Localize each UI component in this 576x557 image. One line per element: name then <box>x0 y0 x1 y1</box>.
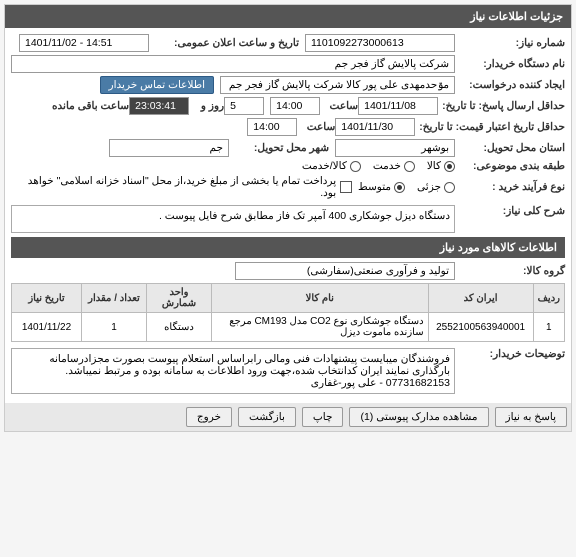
city-value: جم <box>109 139 229 157</box>
button-bar: پاسخ به نیاز مشاهده مدارک پیوستی (1) چاپ… <box>5 403 571 431</box>
th-row: ردیف <box>533 284 564 313</box>
print-button[interactable]: چاپ <box>302 407 344 427</box>
goods-type-radios: کالا خدمت کالا/خدمت <box>302 160 455 172</box>
deadline-countdown-label: ساعت باقی مانده <box>44 100 129 112</box>
cell-unit: دستگاه <box>147 313 212 342</box>
purchase-type-radios: جزئی متوسط <box>358 181 455 193</box>
city-label: شهر محل تحویل: <box>229 142 329 154</box>
validity-time: 14:00 <box>247 118 297 136</box>
ann-date-label: تاریخ و ساعت اعلان عمومی: <box>149 37 299 49</box>
row-location: استان محل تحویل: بوشهر شهر محل تحویل: جم <box>11 139 565 157</box>
cell-row: 1 <box>533 313 564 342</box>
need-desc-text: دستگاه دیزل جوشکاری 400 آمپر تک فاز مطاب… <box>11 205 455 233</box>
creator-label: ایجاد کننده درخواست: <box>455 79 565 91</box>
deadline-date: 1401/11/08 <box>358 97 438 115</box>
validity-date: 1401/11/30 <box>335 118 415 136</box>
row-creator: ایجاد کننده درخواست: مۊحدمهدی علی پور کا… <box>11 76 565 94</box>
goods-group-label: گروه کالا: <box>455 265 565 277</box>
th-unit: واحد شمارش <box>147 284 212 313</box>
goods-group-value: تولید و فرآوری صنعتی(سفارشی) <box>235 262 455 280</box>
row-goods-type: طبقه بندی موضوعی: کالا خدمت کالا/خدمت <box>11 160 565 172</box>
buyer-org-value: شرکت پالایش گاز فجر جم <box>11 55 455 73</box>
row-need-desc: شرح کلی نیاز: دستگاه دیزل جوشکاری 400 آم… <box>11 205 565 233</box>
deadline-countdown: 23:03:41 <box>129 97 189 115</box>
row-need-number: شماره نیاز: 1101092273000613 تاریخ و ساع… <box>11 34 565 52</box>
goods-section-header: اطلاعات کالاهای مورد نیاز <box>11 237 565 258</box>
th-date: تاریخ نیاز <box>12 284 82 313</box>
deadline-days-label: روز و <box>189 100 224 112</box>
goods-table: ردیف ایران کد نام کالا واحد شمارش تعداد … <box>11 283 565 342</box>
buyer-org-label: نام دستگاه خریدار: <box>455 58 565 70</box>
validity-label: حداقل تاریخ اعتبار قیمت: تا تاریخ: <box>415 121 565 133</box>
th-irancode: ایران کد <box>428 284 533 313</box>
panel-title: جزئیات اطلاعات نیاز <box>5 5 571 28</box>
deadline-time: 14:00 <box>270 97 320 115</box>
buyer-notes-text: فروشندگان میبایست پیشنهادات فنی ومالی را… <box>11 348 455 394</box>
row-buyer-notes: توضیحات خریدار: فروشندگان میبایست پیشنها… <box>11 348 565 394</box>
cell-name: دستگاه جوشکاری نوع CO2 مدل CM193 مرجع سا… <box>212 313 429 342</box>
deadline-days: 5 <box>224 97 264 115</box>
radio-medium[interactable]: متوسط <box>358 181 405 193</box>
goods-type-label: طبقه بندی موضوعی: <box>455 160 565 172</box>
need-desc-label: شرح کلی نیاز: <box>455 205 565 217</box>
checkbox-icon <box>340 181 352 193</box>
deadline-label: حداقل ارسال پاسخ: تا تاریخ: <box>438 100 565 112</box>
location-value: بوشهر <box>335 139 455 157</box>
reply-button[interactable]: پاسخ به نیاز <box>495 407 567 427</box>
row-validity: حداقل تاریخ اعتبار قیمت: تا تاریخ: 1401/… <box>11 118 565 136</box>
contact-info-button[interactable]: اطلاعات تماس خریدار <box>100 76 214 94</box>
row-purchase-type: نوع فرآیند خرید : جزئی متوسط پرداخت تمام… <box>11 175 565 199</box>
row-deadline: حداقل ارسال پاسخ: تا تاریخ: 1401/11/08 س… <box>11 97 565 115</box>
exit-button[interactable]: خروج <box>186 407 232 427</box>
radio-kala[interactable]: کالا <box>427 160 455 172</box>
cell-qty: 1 <box>82 313 147 342</box>
radio-small[interactable]: جزئی <box>417 181 455 193</box>
details-panel: جزئیات اطلاعات نیاز شماره نیاز: 11010922… <box>4 4 572 432</box>
table-row: 1 2552100563940001 دستگاه جوشکاری نوع CO… <box>12 313 565 342</box>
th-name: نام کالا <box>212 284 429 313</box>
treasury-note: پرداخت تمام یا بخشی از مبلغ خرید،از محل … <box>11 175 336 199</box>
radio-khedmat[interactable]: خدمت <box>373 160 415 172</box>
cell-date: 1401/11/22 <box>12 313 82 342</box>
table-header-row: ردیف ایران کد نام کالا واحد شمارش تعداد … <box>12 284 565 313</box>
purchase-type-label: نوع فرآیند خرید : <box>455 181 565 193</box>
row-goods-group: گروه کالا: تولید و فرآوری صنعتی(سفارشی) <box>11 262 565 280</box>
cell-irancode: 2552100563940001 <box>428 313 533 342</box>
row-buyer-org: نام دستگاه خریدار: شرکت پالایش گاز فجر ج… <box>11 55 565 73</box>
need-number-label: شماره نیاز: <box>455 37 565 49</box>
panel-body: شماره نیاز: 1101092273000613 تاریخ و ساع… <box>5 28 571 403</box>
deadline-time-label: ساعت <box>320 100 358 112</box>
buyer-notes-label: توضیحات خریدار: <box>455 348 565 360</box>
creator-value: مۊحدمهدی علی پور کالا شرکت پالایش گاز فج… <box>220 76 455 94</box>
validity-time-label: ساعت <box>297 121 335 133</box>
th-qty: تعداد / مقدار <box>82 284 147 313</box>
ann-date-value: 1401/11/02 - 14:51 <box>19 34 149 52</box>
treasury-checkbox[interactable]: پرداخت تمام یا بخشی از مبلغ خرید،از محل … <box>11 175 352 199</box>
radio-both[interactable]: کالا/خدمت <box>302 160 361 172</box>
attachments-button[interactable]: مشاهده مدارک پیوستی (1) <box>349 407 488 427</box>
back-button[interactable]: بازگشت <box>238 407 296 427</box>
need-number-value: 1101092273000613 <box>305 34 455 52</box>
location-label: استان محل تحویل: <box>455 142 565 154</box>
